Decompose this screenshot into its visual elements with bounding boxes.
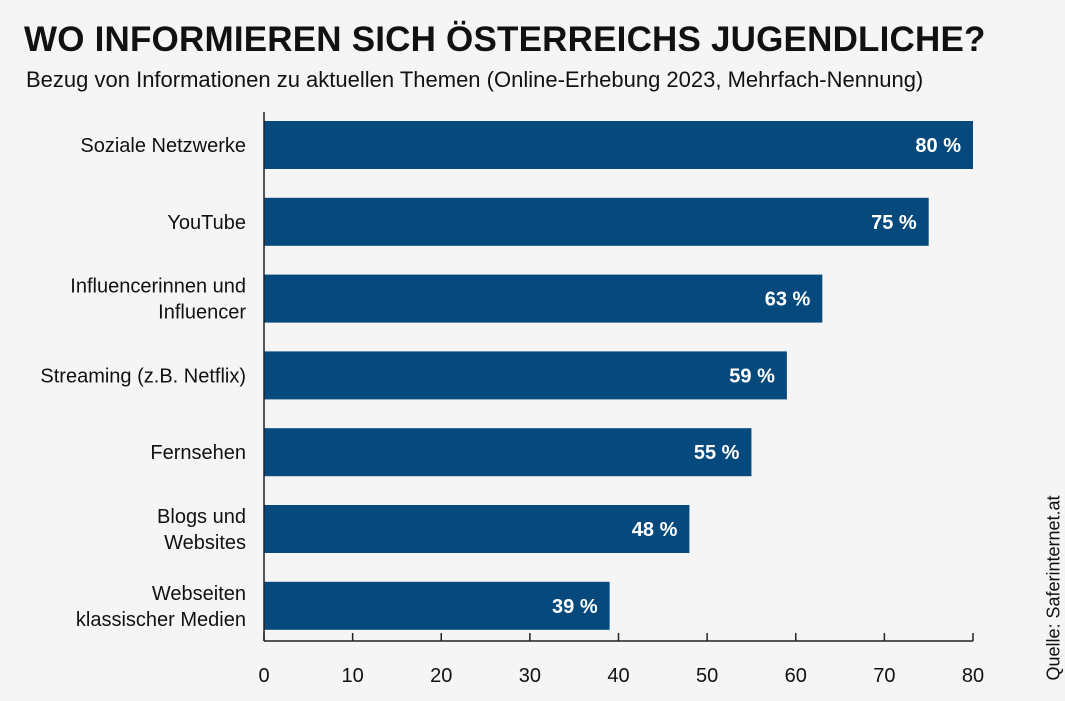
- category-label-line: Streaming (z.B. Netflix): [40, 365, 246, 387]
- x-tick-label: 70: [873, 665, 895, 687]
- category-label: Influencerinnen und Influencer: [70, 276, 246, 324]
- category-label-line: Websites: [164, 532, 246, 554]
- category-label-line: Influencer: [158, 302, 246, 324]
- category-label-line: Soziale Netzwerke: [80, 135, 246, 157]
- x-tick-label: 50: [696, 665, 718, 687]
- bar-value-label: 39 %: [552, 596, 598, 618]
- bar: [264, 197, 929, 246]
- category-label-line: Webseiten: [152, 583, 246, 605]
- bar: [264, 428, 752, 477]
- bar: [264, 505, 690, 553]
- bar-value-label: 80 %: [915, 135, 961, 157]
- x-tick-label: 0: [258, 665, 269, 687]
- category-label: YouTube: [167, 212, 246, 234]
- category-label: Webseiten klassischer Medien: [76, 583, 246, 631]
- category-label-line: Fernsehen: [150, 442, 246, 464]
- bar: [264, 351, 787, 400]
- x-tick-label: 20: [430, 665, 452, 687]
- category-label: Fernsehen: [150, 442, 246, 464]
- x-tick-label: 10: [342, 665, 364, 687]
- bar-value-label: 75 %: [871, 212, 917, 234]
- x-tick-label: 40: [607, 665, 629, 687]
- category-label: Streaming (z.B. Netflix): [40, 365, 246, 387]
- chart-subtitle: Bezug von Informationen zu aktuellen The…: [26, 67, 924, 92]
- category-label-line: Blogs und: [157, 506, 246, 528]
- bar-value-label: 63 %: [765, 289, 811, 311]
- category-label-line: klassischer Medien: [76, 609, 246, 631]
- source-note: Quelle: Saferinternet.at: [1043, 495, 1064, 681]
- bar: [264, 581, 610, 630]
- x-tick-label: 80: [962, 665, 984, 687]
- chart-title: WO INFORMIEREN SICH ÖSTERREICHS JUGENDLI…: [24, 20, 986, 59]
- category-label-line: YouTube: [167, 212, 246, 234]
- bar-value-label: 55 %: [694, 442, 740, 464]
- x-tick-label: 60: [785, 665, 807, 687]
- category-label: Soziale Netzwerke: [80, 135, 246, 157]
- bar-value-label: 48 %: [632, 519, 678, 541]
- bar-value-label: 59 %: [729, 365, 775, 387]
- category-label-line: Influencerinnen und: [70, 276, 246, 298]
- category-label: Blogs und Websites: [157, 506, 246, 554]
- bar: [264, 121, 973, 169]
- bar: [264, 274, 823, 323]
- x-tick-label: 30: [519, 665, 541, 687]
